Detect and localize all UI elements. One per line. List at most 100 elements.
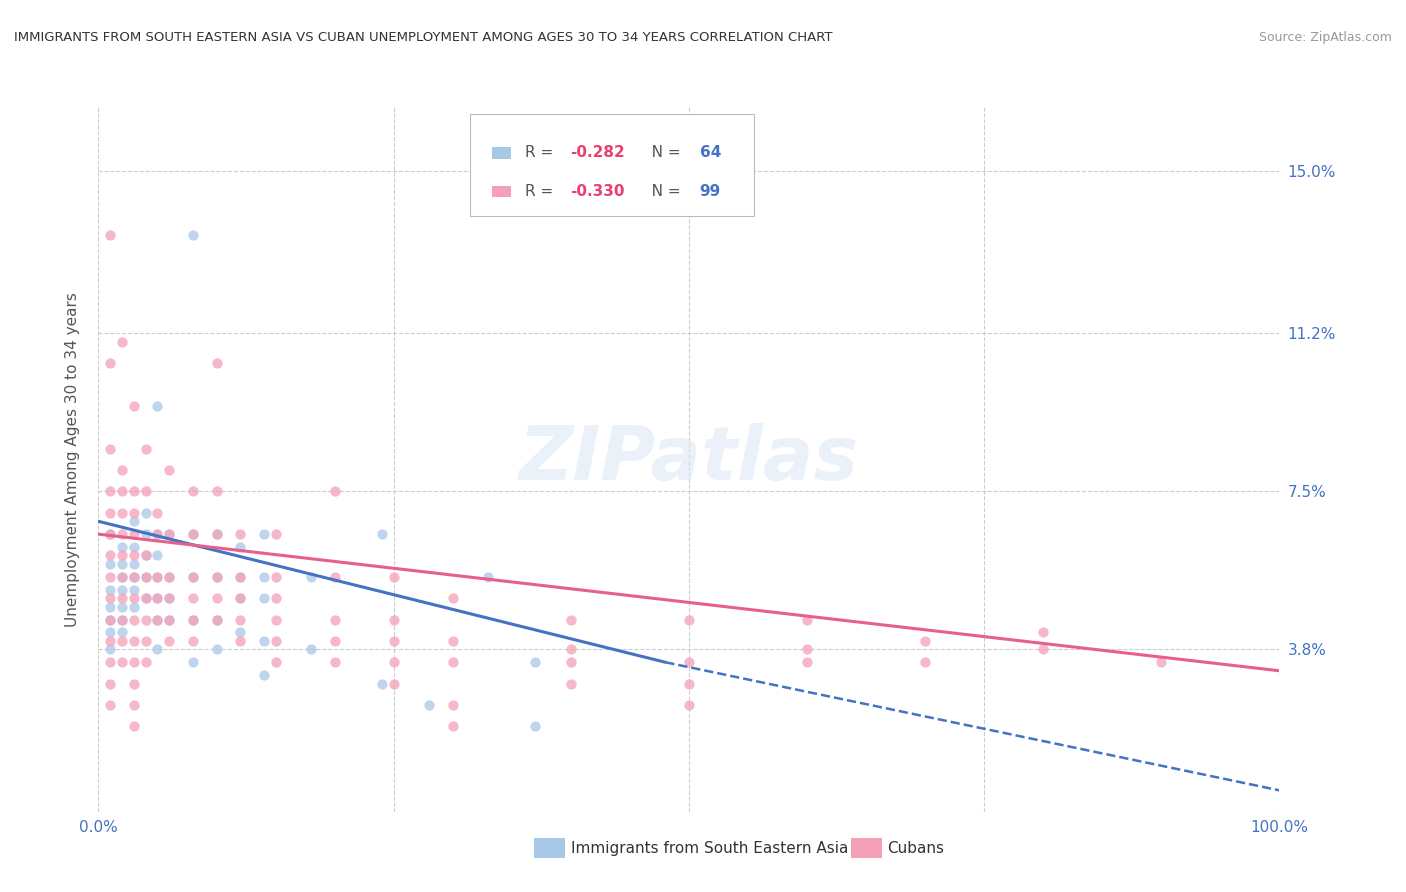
Point [98, 527, 121, 541]
Point [441, 698, 464, 712]
Point [98, 655, 121, 669]
Point [146, 591, 169, 606]
Point [477, 570, 499, 584]
FancyBboxPatch shape [492, 147, 510, 159]
Point [111, 484, 134, 499]
Point [111, 506, 134, 520]
Point [135, 591, 157, 606]
Point [111, 549, 134, 563]
Point [135, 484, 157, 499]
Point [181, 655, 204, 669]
Point [111, 613, 134, 627]
Point [323, 613, 346, 627]
Point [98, 698, 121, 712]
Point [229, 625, 252, 640]
Point [560, 655, 582, 669]
Point [205, 642, 228, 657]
Point [914, 633, 936, 648]
Point [111, 599, 134, 614]
Point [98, 625, 121, 640]
Text: Immigrants from South Eastern Asia: Immigrants from South Eastern Asia [571, 841, 848, 855]
Point [205, 570, 228, 584]
Point [122, 484, 145, 499]
Point [181, 527, 204, 541]
Text: ZIPatlas: ZIPatlas [519, 423, 859, 496]
Point [135, 527, 157, 541]
Point [323, 655, 346, 669]
Point [796, 655, 818, 669]
FancyBboxPatch shape [471, 114, 754, 216]
Point [181, 570, 204, 584]
Point [146, 591, 169, 606]
Point [205, 613, 228, 627]
Point [264, 655, 287, 669]
Point [229, 540, 252, 554]
Point [382, 676, 405, 690]
Point [181, 527, 204, 541]
Point [157, 613, 180, 627]
Point [146, 506, 169, 520]
Point [122, 591, 145, 606]
Point [323, 484, 346, 499]
Point [560, 642, 582, 657]
Point [796, 613, 818, 627]
Point [122, 582, 145, 597]
Text: R =: R = [524, 185, 558, 199]
Point [229, 633, 252, 648]
Text: 64: 64 [700, 145, 721, 161]
Point [323, 570, 346, 584]
Point [205, 570, 228, 584]
Point [146, 527, 169, 541]
Text: Cubans: Cubans [887, 841, 945, 855]
Point [122, 613, 145, 627]
Point [524, 719, 547, 733]
Point [111, 613, 134, 627]
Point [135, 549, 157, 563]
Point [205, 591, 228, 606]
Point [122, 540, 145, 554]
Text: -0.282: -0.282 [569, 145, 624, 161]
Point [264, 613, 287, 627]
Text: IMMIGRANTS FROM SOUTH EASTERN ASIA VS CUBAN UNEMPLOYMENT AMONG AGES 30 TO 34 YEA: IMMIGRANTS FROM SOUTH EASTERN ASIA VS CU… [14, 31, 832, 45]
Point [146, 570, 169, 584]
Point [157, 591, 180, 606]
Point [98, 442, 121, 456]
FancyBboxPatch shape [492, 186, 510, 197]
Point [122, 599, 145, 614]
Text: Source: ZipAtlas.com: Source: ZipAtlas.com [1258, 31, 1392, 45]
Point [205, 527, 228, 541]
Point [157, 613, 180, 627]
Point [181, 570, 204, 584]
Point [111, 570, 134, 584]
Point [181, 591, 204, 606]
Point [135, 570, 157, 584]
Point [205, 484, 228, 499]
Point [122, 676, 145, 690]
Point [253, 527, 276, 541]
Point [111, 625, 134, 640]
Point [122, 506, 145, 520]
Point [122, 527, 145, 541]
Point [122, 698, 145, 712]
Point [98, 613, 121, 627]
Point [98, 599, 121, 614]
Point [146, 613, 169, 627]
Point [181, 613, 204, 627]
Point [98, 570, 121, 584]
Point [382, 570, 405, 584]
Point [135, 570, 157, 584]
Point [157, 570, 180, 584]
Point [122, 399, 145, 413]
Point [111, 570, 134, 584]
Point [229, 591, 252, 606]
Point [253, 633, 276, 648]
Point [796, 642, 818, 657]
Point [253, 570, 276, 584]
Point [122, 557, 145, 571]
Point [205, 527, 228, 541]
Point [253, 668, 276, 682]
Point [181, 613, 204, 627]
Point [135, 633, 157, 648]
Point [229, 570, 252, 584]
Text: N =: N = [637, 145, 686, 161]
